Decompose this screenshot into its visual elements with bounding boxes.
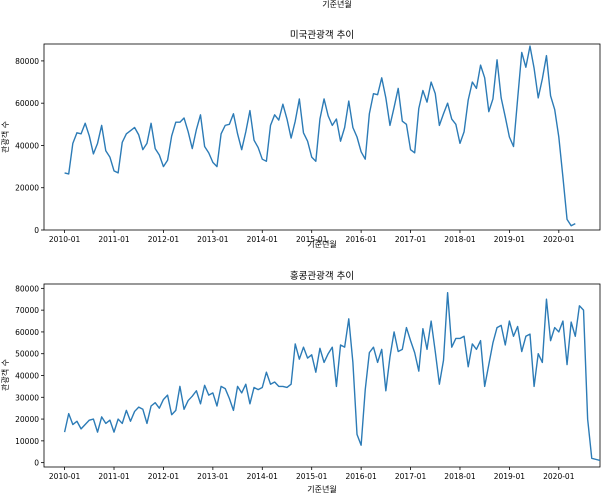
y-tick-label: 50000 — [15, 350, 39, 359]
x-axis-label: 기준년월 — [307, 239, 336, 249]
x-tick-label: 2017-01 — [395, 235, 427, 244]
x-tick-label: 2017-01 — [395, 472, 427, 481]
y-tick-label: 30000 — [15, 393, 39, 402]
y-tick-label: 60000 — [15, 99, 39, 108]
series-line — [64, 45, 576, 227]
x-tick-label: 2010-01 — [49, 472, 81, 481]
y-tick-label: 0 — [34, 459, 39, 468]
plot-frame — [43, 283, 601, 468]
x-tick-label: 2020-01 — [543, 472, 575, 481]
x-tick-label: 2011-01 — [98, 472, 130, 481]
x-tick-label: 2015-01 — [296, 235, 328, 244]
x-tick-label: 2014-01 — [247, 472, 279, 481]
y-tick-label: 0 — [34, 226, 39, 235]
x-tick-label: 2019-01 — [494, 235, 526, 244]
x-tick-label: 2018-01 — [444, 472, 476, 481]
y-axis-label: 관광객 수 — [0, 121, 10, 153]
x-tick-label: 2016-01 — [345, 472, 377, 481]
x-tick-label: 2018-01 — [444, 235, 476, 244]
x-tick-label: 2011-01 — [98, 235, 130, 244]
x-tick-label: 2016-01 — [345, 235, 377, 244]
x-tick-label: 2012-01 — [148, 472, 180, 481]
x-axis-ticks: 2010-01 2011-01 2012-01 2013-01 2014-01 2015-… — [49, 230, 575, 244]
y-axis-ticks: 0 10000 20000 30000 40000 50000 60000 70000 8000… — [15, 284, 44, 468]
x-tick-label: 2015-01 — [296, 472, 328, 481]
chart-title: 홍콩관광객 추이 — [290, 270, 354, 282]
x-tick-label: 2020-01 — [543, 235, 575, 244]
chart-title: 미국관광객 추이 — [290, 29, 354, 41]
x-axis-label: 기준년월 — [307, 484, 336, 494]
x-tick-label: 2013-01 — [197, 235, 229, 244]
plot-frame — [43, 43, 601, 231]
series-line — [63, 292, 601, 462]
y-tick-label: 80000 — [15, 57, 39, 66]
y-tick-label: 40000 — [15, 141, 39, 150]
y-axis-ticks: 0 20000 40000 60000 80000 — [15, 57, 44, 235]
y-tick-label: 80000 — [15, 284, 39, 293]
y-tick-label: 20000 — [15, 184, 39, 193]
y-tick-label: 60000 — [15, 328, 39, 337]
x-tick-label: 2012-01 — [148, 235, 180, 244]
x-tick-label: 2019-01 — [494, 472, 526, 481]
y-tick-label: 40000 — [15, 372, 39, 381]
hk-tourist-chart: 홍콩관광객 추이 0 10000 20000 30000 40000 50000 60000… — [0, 270, 601, 494]
x-tick-label: 2014-01 — [247, 235, 279, 244]
y-axis-label: 관광객 수 — [0, 359, 10, 391]
x-tick-label: 2010-01 — [49, 235, 81, 244]
y-tick-label: 10000 — [15, 437, 39, 446]
x-tick-label: 2013-01 — [197, 472, 229, 481]
y-tick-label: 70000 — [15, 306, 39, 315]
top-caption: 기준년월 — [322, 0, 351, 9]
x-axis-ticks: 2010-01 2011-01 2012-01 2013-01 2014-01 2015-… — [49, 467, 575, 481]
y-tick-label: 20000 — [15, 415, 39, 424]
